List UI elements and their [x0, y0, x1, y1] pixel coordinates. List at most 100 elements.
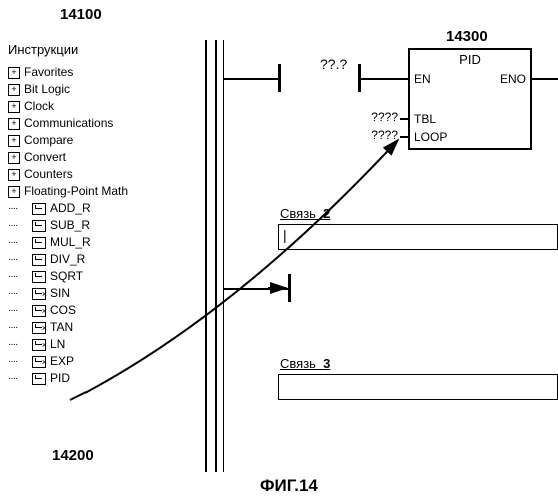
tree-connector: ····: [8, 234, 32, 251]
tree-leaf[interactable]: ···· SQRT: [8, 268, 188, 285]
folder-icon: +: [8, 186, 20, 198]
tree-folder-label: Bit Logic: [24, 81, 70, 98]
tree-folder[interactable]: + Floating-Point Math: [8, 183, 188, 200]
network-3-box: [278, 374, 558, 400]
tree-folder[interactable]: + Favorites: [8, 64, 188, 81]
network-3-num: 3: [323, 356, 330, 371]
tree-leaf-label: SIN: [50, 285, 70, 302]
pin-en: EN: [414, 72, 431, 86]
tree-leaf[interactable]: ···· SUB_R: [8, 217, 188, 234]
tree-leaf-label: PID: [50, 370, 70, 387]
tree-leaf-label: ADD_R: [50, 200, 91, 217]
tree-leaf-label: SQRT: [50, 268, 83, 285]
network-3-text: Связь: [280, 356, 316, 371]
rung-wire-left: [223, 78, 278, 80]
tree-folder[interactable]: + Bit Logic: [8, 81, 188, 98]
contact-left-tick: [278, 64, 281, 92]
folder-icon: +: [8, 152, 20, 164]
rail-3: [223, 40, 224, 472]
tree-connector: ····: [8, 319, 32, 336]
tree-folder-label: Convert: [24, 149, 66, 166]
tree-leaf[interactable]: ···· MUL_R: [8, 234, 188, 251]
network-2-text: Связь: [280, 206, 316, 221]
tree-connector: ····: [8, 336, 32, 353]
tree-leaf[interactable]: ···· DIV_R: [8, 251, 188, 268]
network-3-label: Связь 3: [280, 356, 330, 371]
contact-label: ??.?: [320, 56, 347, 72]
tree-leaf-label: EXP: [50, 353, 74, 370]
ref-label-block: 14300: [446, 28, 488, 45]
tbl-wire: [400, 118, 408, 120]
tree-leaf[interactable]: ···· EXP: [8, 353, 188, 370]
rung-wire-right: [360, 78, 408, 80]
tree-leaf-label: DIV_R: [50, 251, 85, 268]
instruction-icon: [32, 254, 46, 266]
tree-header: Инструкции: [8, 42, 78, 57]
tree-connector: ····: [8, 353, 32, 370]
pin-eno: ENO: [500, 72, 526, 86]
network-2-num: 2: [323, 206, 330, 221]
instruction-icon: [32, 203, 46, 215]
instruction-icon: [32, 288, 46, 300]
tree-leaf[interactable]: ····SIN: [8, 285, 188, 302]
tree-connector: ····: [8, 302, 32, 319]
instruction-icon: [32, 237, 46, 249]
tree-leaf[interactable]: ···· LN: [8, 336, 188, 353]
instruction-icon: [32, 271, 46, 283]
instruction-icon: [32, 322, 46, 334]
instruction-icon: [32, 373, 46, 385]
tree-leaf-label: MUL_R: [50, 234, 91, 251]
tree-folder[interactable]: +Counters: [8, 166, 188, 183]
pin-loop: LOOP: [414, 130, 447, 144]
tree-folder-label: Compare: [24, 132, 73, 149]
pid-block-title: PID: [410, 50, 530, 67]
tree-connector: ····: [8, 268, 32, 285]
rung-2-wire: [223, 288, 288, 290]
instruction-icon: [32, 220, 46, 232]
tree-leaf[interactable]: ···· TAN: [8, 319, 188, 336]
tree-folder[interactable]: + Clock: [8, 98, 188, 115]
tree-leaf-label: COS: [50, 302, 76, 319]
tree-folder-label: Clock: [24, 98, 54, 115]
tree-connector: ····: [8, 370, 32, 387]
folder-icon: +: [8, 84, 20, 96]
loop-value: ????: [362, 128, 398, 142]
pid-block: PID EN ENO TBL LOOP: [408, 48, 532, 150]
tree-connector: ····: [8, 200, 32, 217]
ref-label-tree-top: 14100: [60, 6, 102, 23]
tbl-value: ????: [362, 110, 398, 124]
folder-icon: +: [8, 118, 20, 130]
tree-folder[interactable]: + Communications: [8, 115, 188, 132]
network-2-box: |: [278, 224, 558, 250]
instruction-icon: [32, 356, 46, 368]
tree-leaf-label: LN: [50, 336, 65, 353]
tree-folder-label: Favorites: [24, 64, 73, 81]
ref-label-tree-bottom: 14200: [52, 447, 94, 464]
tree-leaf[interactable]: ···· COS: [8, 302, 188, 319]
tree-connector: ····: [8, 217, 32, 234]
rail-1: [205, 40, 207, 472]
tree-leaf-label: TAN: [50, 319, 73, 336]
loop-wire: [400, 136, 408, 138]
folder-icon: +: [8, 101, 20, 113]
tree-folder[interactable]: + Convert: [8, 149, 188, 166]
network-2-cursor: |: [283, 227, 287, 243]
tree-leaf[interactable]: ···· ADD_R: [8, 200, 188, 217]
instruction-icon: [32, 339, 46, 351]
folder-icon: +: [8, 135, 20, 147]
tree-leaf-label: SUB_R: [50, 217, 90, 234]
tree-folder[interactable]: + Compare: [8, 132, 188, 149]
network-2-label: Связь 2: [280, 206, 330, 221]
rail-2: [215, 40, 217, 472]
tree-folder-label: Floating-Point Math: [24, 183, 128, 200]
tree-connector: ····: [8, 251, 32, 268]
instruction-tree: + Favorites + Bit Logic + Clock + Communication…: [8, 64, 188, 387]
tree-leaf[interactable]: ···· PID: [8, 370, 188, 387]
tree-folder-label: Counters: [24, 166, 73, 183]
tree-folder-label: Communications: [24, 115, 113, 132]
pin-tbl: TBL: [414, 112, 436, 126]
eno-wire: [532, 78, 558, 80]
instruction-icon: [32, 305, 46, 317]
folder-icon: +: [8, 67, 20, 79]
figure-caption: ФИГ.14: [260, 476, 318, 496]
